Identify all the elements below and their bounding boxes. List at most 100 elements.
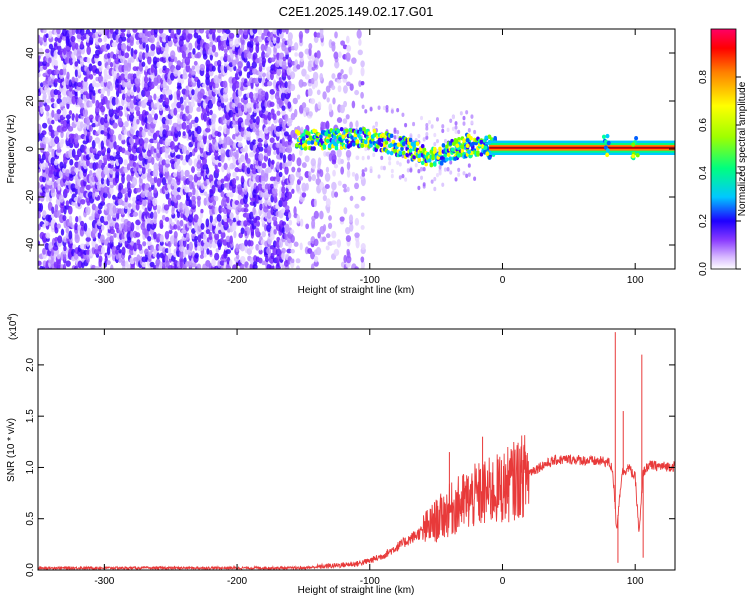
noise-cell	[454, 125, 458, 130]
noise-cell	[45, 232, 51, 239]
noise-cell	[41, 176, 47, 183]
noise-cell	[340, 40, 346, 46]
noise-cell	[338, 51, 342, 59]
noise-cell	[99, 117, 105, 125]
noise-cell	[181, 159, 187, 166]
noise-cell	[326, 97, 330, 103]
noise-cell	[177, 165, 182, 173]
noise-cell	[233, 230, 237, 239]
noise-cell	[170, 29, 175, 35]
noise-cell	[89, 73, 94, 80]
noise-cell	[208, 142, 212, 149]
noise-cell	[93, 248, 100, 256]
noise-cell	[380, 165, 384, 171]
noise-cell	[94, 35, 101, 45]
noise-cell	[420, 175, 424, 180]
noise-cell	[248, 91, 254, 100]
noise-cell	[188, 174, 194, 182]
ridge-cell	[303, 146, 308, 151]
noise-cell	[278, 117, 284, 125]
noise-cell	[244, 239, 249, 247]
noise-cell	[281, 105, 286, 111]
noise-cell	[255, 77, 259, 85]
noise-cell	[188, 241, 194, 251]
noise-cell	[112, 134, 117, 143]
noise-cell	[308, 43, 313, 50]
noise-cell	[132, 29, 138, 33]
noise-cell	[255, 243, 260, 251]
noise-cell	[126, 29, 131, 35]
tone-blob	[487, 134, 492, 139]
ridge-cell	[379, 142, 384, 148]
noise-cell	[100, 183, 106, 188]
noise-cell	[217, 131, 222, 138]
ridge-cell	[326, 138, 330, 144]
noise-cell	[149, 261, 155, 268]
noise-cell	[56, 29, 61, 35]
ridge-cell	[393, 148, 397, 154]
noise-cell	[409, 168, 413, 173]
noise-cell	[346, 186, 350, 192]
noise-cell	[257, 164, 263, 174]
noise-cell	[209, 41, 214, 48]
noise-cell	[401, 173, 405, 179]
noise-cell	[331, 230, 337, 239]
noise-cell	[142, 52, 146, 61]
noise-cell	[62, 263, 67, 269]
noise-cell	[229, 259, 233, 267]
noise-cell	[188, 129, 192, 137]
noise-cell	[449, 118, 453, 123]
noise-cell	[319, 29, 324, 37]
noise-cell	[285, 29, 289, 35]
noise-cell	[42, 92, 47, 100]
noise-cell	[390, 173, 394, 179]
tone-blob	[455, 143, 460, 148]
noise-cell	[68, 215, 73, 224]
noise-cell	[100, 186, 105, 195]
noise-cell	[62, 236, 68, 243]
scale-multiplier-close: )	[8, 313, 19, 316]
noise-cell	[79, 243, 86, 250]
noise-cell	[459, 111, 463, 116]
x-tick-label: -100	[360, 275, 380, 286]
noise-cell	[235, 253, 240, 260]
ridge-cell	[460, 144, 465, 150]
noise-cell	[334, 60, 340, 69]
noise-cell	[68, 230, 73, 240]
noise-cell	[150, 211, 154, 219]
noise-cell	[369, 168, 373, 174]
noise-cell	[251, 167, 258, 175]
noise-cell	[275, 131, 281, 137]
noise-cell	[319, 169, 324, 178]
noise-cell	[53, 102, 58, 109]
noise-cell	[115, 150, 121, 156]
noise-cell	[118, 156, 124, 165]
ridge-cell	[432, 149, 437, 155]
noise-cell	[53, 159, 59, 166]
noise-cell	[390, 109, 394, 114]
noise-cell	[377, 105, 381, 110]
noise-cell	[138, 51, 144, 61]
noise-cell	[121, 89, 126, 94]
noise-cell	[173, 224, 178, 230]
noise-cell	[340, 166, 345, 175]
noise-cell	[246, 226, 251, 236]
noise-cell	[229, 149, 234, 158]
noise-cell	[263, 147, 269, 154]
noise-cell	[38, 72, 41, 78]
noise-cell	[473, 176, 477, 181]
noise-cell	[457, 172, 461, 177]
noise-cell	[44, 48, 50, 54]
ridge-cell	[339, 127, 344, 132]
y-tick-label: 0	[25, 146, 36, 152]
noise-cell	[86, 240, 90, 247]
noise-cell	[374, 122, 378, 128]
tone-blob	[605, 152, 610, 158]
noise-cell	[273, 219, 278, 227]
noise-cell	[102, 154, 108, 163]
noise-cell	[435, 117, 439, 122]
noise-cell	[393, 135, 397, 140]
noise-cell	[273, 150, 277, 156]
noise-cell	[211, 44, 216, 53]
noise-cell	[205, 259, 211, 267]
